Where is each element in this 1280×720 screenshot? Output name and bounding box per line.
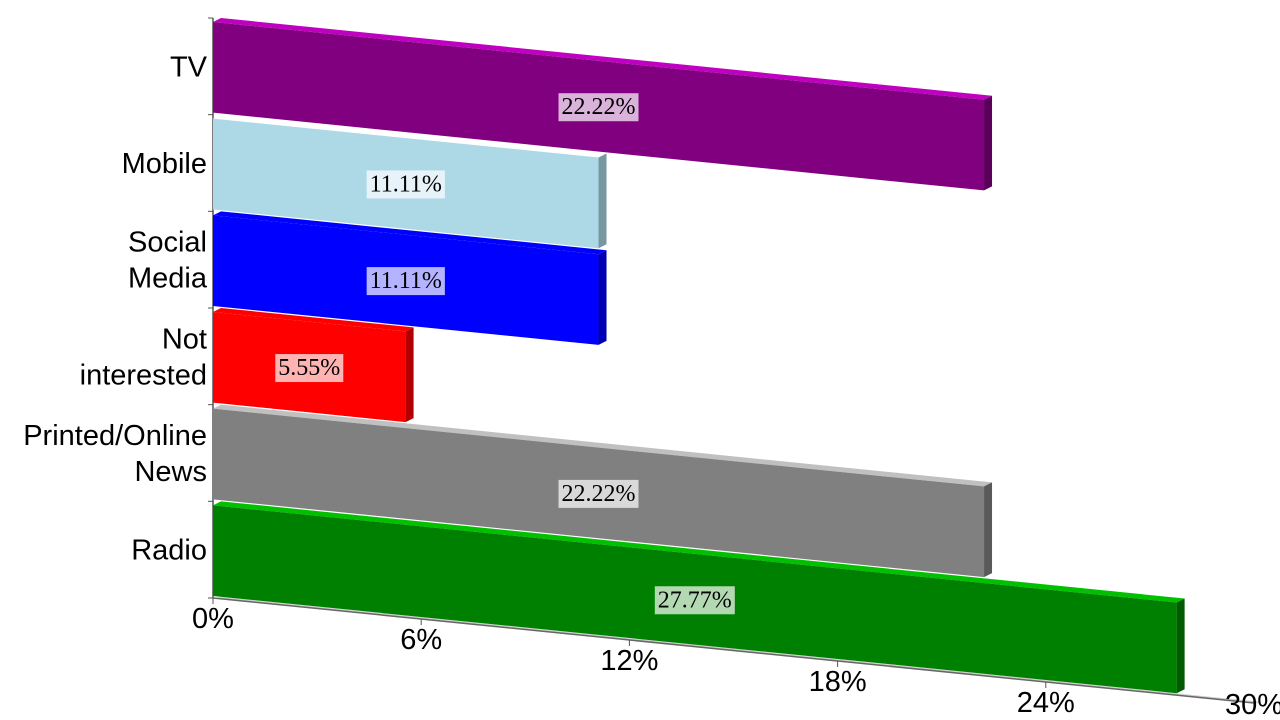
value-label-box — [558, 93, 639, 122]
category-label: TV — [170, 51, 208, 83]
value-label-box — [654, 586, 735, 615]
value-label-group: 11.11% — [366, 267, 445, 296]
x-tick-label: 24% — [1017, 687, 1075, 719]
bar-top-face — [213, 404, 993, 487]
x-axis-floor — [213, 597, 1262, 703]
bar-top-face — [213, 211, 607, 255]
value-label-box — [366, 170, 445, 199]
value-label-group: 11.11% — [366, 170, 445, 199]
bar-side-face — [405, 327, 414, 423]
value-label-group: 27.77% — [654, 586, 735, 615]
value-label: 22.22% — [562, 94, 636, 120]
x-axis — [212, 597, 1255, 704]
category-label: Not interested — [80, 323, 207, 391]
bar-top-face — [213, 308, 414, 332]
value-label-box — [558, 479, 639, 508]
x-tick-label: 6% — [400, 624, 442, 656]
value-label-box — [275, 354, 344, 383]
bar-side-face — [1176, 598, 1185, 694]
bar-side-face — [598, 250, 607, 345]
bar-top-face — [213, 18, 993, 100]
value-label-group: 22.22% — [558, 93, 639, 122]
bar-side-face — [984, 95, 993, 191]
bar-top-face — [213, 501, 1185, 603]
category-label: Social Media — [128, 227, 208, 295]
value-label-group: 5.55% — [275, 354, 344, 383]
value-label: 27.77% — [658, 587, 732, 613]
value-label: 22.22% — [562, 481, 636, 507]
x-tick-label: 12% — [600, 645, 658, 677]
x-tick-label: 30% — [1225, 689, 1280, 720]
bar-top-face — [213, 114, 607, 158]
category-label: Mobile — [122, 148, 207, 180]
x-tick-label: 18% — [809, 666, 867, 698]
value-label: 11.11% — [370, 171, 442, 197]
x-tick-label: 0% — [192, 603, 234, 635]
bar-side-face — [598, 153, 607, 249]
value-label: 11.11% — [370, 268, 442, 294]
value-label-box — [366, 267, 445, 296]
value-label: 5.55% — [278, 355, 340, 381]
category-label: Printed/Online News — [23, 420, 207, 488]
category-label: Radio — [131, 535, 207, 567]
value-label-group: 22.22% — [558, 479, 639, 508]
bar-side-face — [984, 482, 993, 578]
